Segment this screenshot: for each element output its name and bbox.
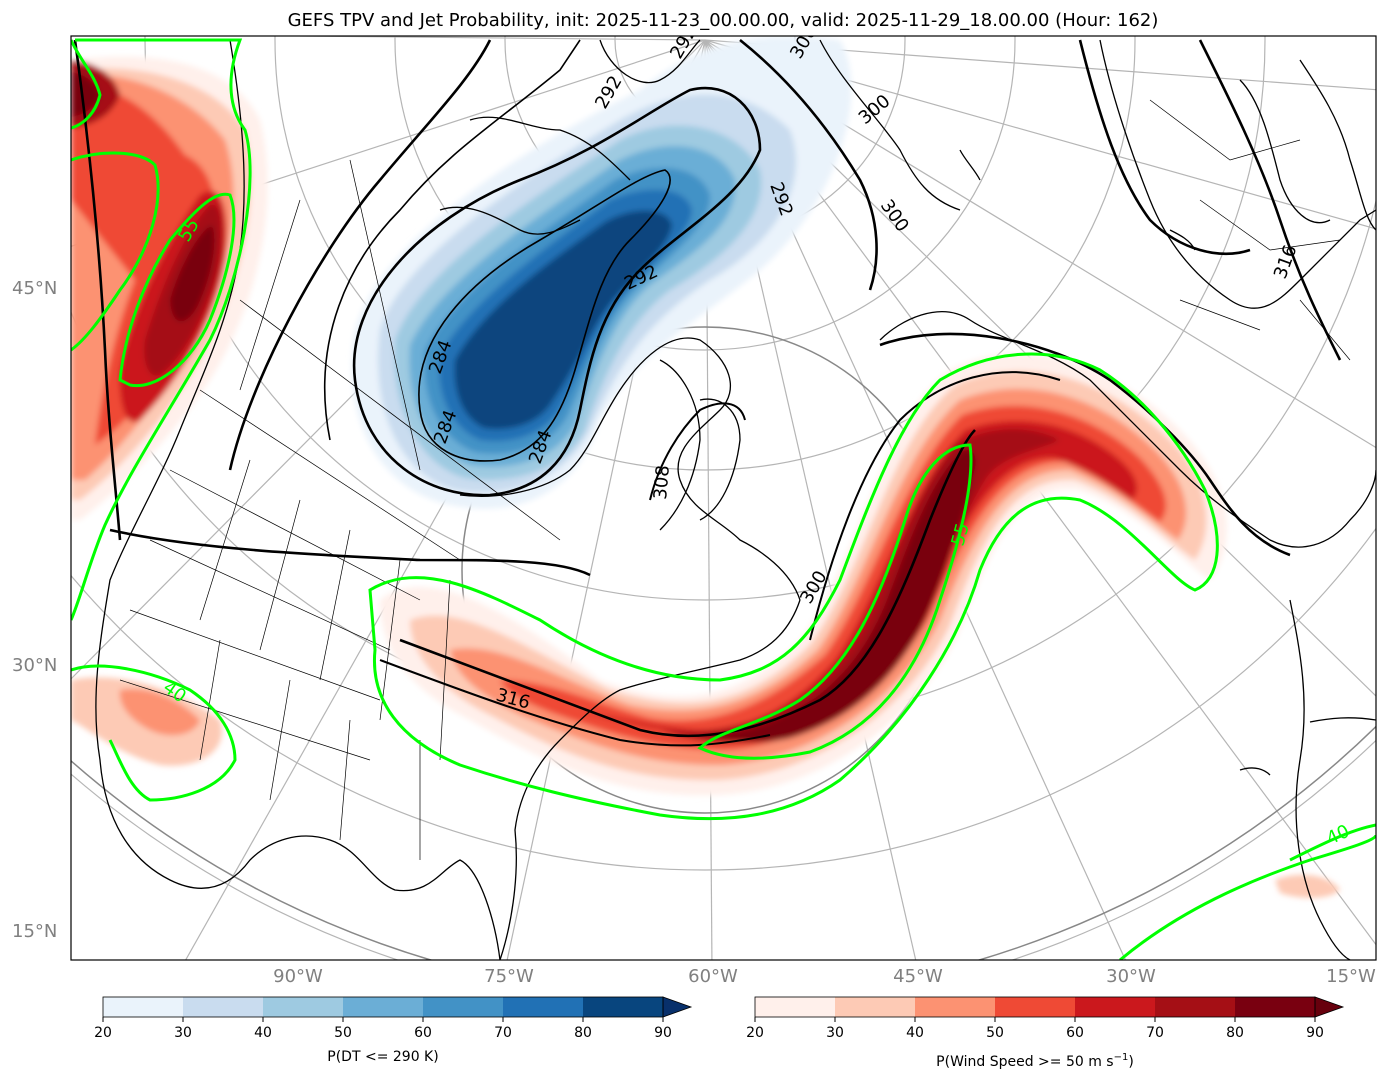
colorbar-tick-label: 70 <box>494 1025 512 1041</box>
colorbar-frame <box>754 996 1316 1018</box>
theta-contours <box>73 38 1342 747</box>
colorbar-swatch <box>1235 997 1316 1017</box>
colorbar-tick-label: 50 <box>986 1025 1004 1041</box>
latitude-labels: 45°N 30°N 15°N <box>12 278 57 942</box>
colorbar-extend-arrow <box>1314 996 1345 1018</box>
colorbar-jet-label-sup: −1 <box>1114 1052 1129 1063</box>
colorbar-tick-label: 40 <box>254 1025 272 1041</box>
colorbar-tick-label: 90 <box>654 1025 672 1041</box>
lon-label-15w: 15°W <box>1326 966 1376 987</box>
colorbar-swatch <box>103 997 184 1017</box>
lat-label-30n: 30°N <box>12 655 57 676</box>
map-frame <box>70 35 1377 961</box>
lon-label-30w: 30°W <box>1106 966 1156 987</box>
coastlines <box>95 39 1376 960</box>
colorbar-tick-label: 50 <box>334 1025 352 1041</box>
colorbar-tpv-label: P(DT <= 290 K) <box>327 1049 438 1065</box>
colorbar-extend-arrow <box>662 996 693 1018</box>
theta-label: 308 <box>650 464 674 500</box>
lon-label-45w: 45°W <box>893 966 943 987</box>
colorbar-swatch <box>915 997 996 1017</box>
colorbar-jet: 20 30 40 50 60 70 80 90 <box>746 996 1345 1041</box>
colorbar-jet-label-main: P(Wind Speed >= 50 m s <box>936 1054 1113 1070</box>
colorbar-jet-label-close: ) <box>1128 1054 1133 1070</box>
colorbar-swatch <box>1075 997 1156 1017</box>
colorbar-swatch <box>183 997 264 1017</box>
colorbar-swatch <box>835 997 916 1017</box>
colorbar-tick-label: 40 <box>906 1025 924 1041</box>
colorbar-tick-label: 20 <box>94 1025 112 1041</box>
colorbar-tpv: 20 30 40 50 60 70 80 90 <box>94 996 693 1041</box>
map-panel: 292 292 292 292 284 284 284 300 300 300 … <box>71 36 1376 960</box>
colorbar-tick-label: 60 <box>414 1025 432 1041</box>
state-borders <box>119 99 1351 860</box>
colorbar-tick-label: 80 <box>1226 1025 1244 1041</box>
colorbar-frame <box>102 996 664 1018</box>
colorbar-swatch <box>423 997 504 1017</box>
lat-label-45n: 45°N <box>12 278 57 299</box>
lat-label-15n: 15°N <box>12 921 57 942</box>
colorbar-tick-label: 90 <box>1306 1025 1324 1041</box>
colorbar-swatch <box>343 997 424 1017</box>
colorbar-swatch <box>995 997 1076 1017</box>
colorbar-jet-label: P(Wind Speed >= 50 m s−1) <box>936 1052 1134 1070</box>
colorbar-tick-label: 30 <box>826 1025 844 1041</box>
colorbar-swatch <box>755 997 836 1017</box>
longitude-labels: 90°W 75°W 60°W 45°W 30°W 15°W <box>273 966 1376 987</box>
west-jet-probability-shading <box>71 56 1340 898</box>
lon-label-90w: 90°W <box>273 966 323 987</box>
colorbar-tick-label: 70 <box>1146 1025 1164 1041</box>
colorbar-tick-label: 60 <box>1066 1025 1084 1041</box>
colorbar-tick-label: 30 <box>174 1025 192 1041</box>
plot-title: GEFS TPV and Jet Probability, init: 2025… <box>288 10 1159 31</box>
colorbar-swatch <box>503 997 584 1017</box>
tpv-probability-shading <box>351 36 852 509</box>
colorbar-swatch <box>1155 997 1236 1017</box>
wind-contours <box>71 38 1376 960</box>
colorbar-tick-label: 80 <box>574 1025 592 1041</box>
lon-label-60w: 60°W <box>688 966 738 987</box>
lon-label-75w: 75°W <box>484 966 534 987</box>
colorbar-swatch <box>263 997 344 1017</box>
colorbar-swatch <box>583 997 664 1017</box>
colorbar-tick-label: 20 <box>746 1025 764 1041</box>
